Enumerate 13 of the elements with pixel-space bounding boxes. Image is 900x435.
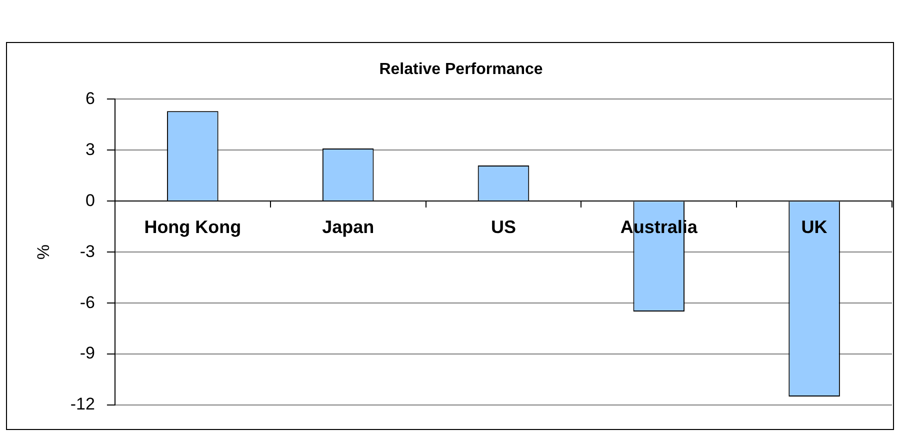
x-tick-label: Japan xyxy=(322,216,374,237)
y-tick-label: -6 xyxy=(80,292,95,312)
y-tick-label: -9 xyxy=(80,344,95,363)
chart-title: Relative Performance xyxy=(379,61,543,78)
y-tick-label: -3 xyxy=(80,242,95,261)
y-axis-title: % xyxy=(34,244,53,260)
y-tick-label: -12 xyxy=(70,394,95,414)
y-tick-label: 6 xyxy=(86,88,95,108)
y-tick-label: 3 xyxy=(86,140,95,159)
x-tick-label: Hong Kong xyxy=(144,216,242,237)
x-tick-label: UK xyxy=(801,216,828,237)
y-tick-label: 0 xyxy=(86,190,95,210)
x-tick-label: US xyxy=(490,216,516,237)
